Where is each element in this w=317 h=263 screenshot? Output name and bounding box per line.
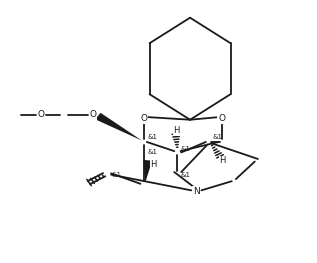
Text: H: H bbox=[219, 156, 226, 165]
Text: O: O bbox=[90, 110, 97, 119]
Text: &1: &1 bbox=[147, 134, 158, 140]
Text: H: H bbox=[150, 160, 157, 169]
Text: O: O bbox=[37, 110, 44, 119]
Text: O: O bbox=[140, 114, 147, 123]
Text: &1: &1 bbox=[212, 134, 222, 140]
Polygon shape bbox=[95, 113, 142, 141]
Polygon shape bbox=[143, 160, 152, 183]
Text: H: H bbox=[174, 126, 180, 135]
Text: &1: &1 bbox=[111, 172, 121, 178]
Text: O: O bbox=[218, 114, 225, 123]
Text: &1: &1 bbox=[147, 149, 158, 155]
Text: &1: &1 bbox=[181, 172, 191, 178]
Text: N: N bbox=[193, 187, 200, 196]
Text: &1: &1 bbox=[181, 145, 191, 151]
